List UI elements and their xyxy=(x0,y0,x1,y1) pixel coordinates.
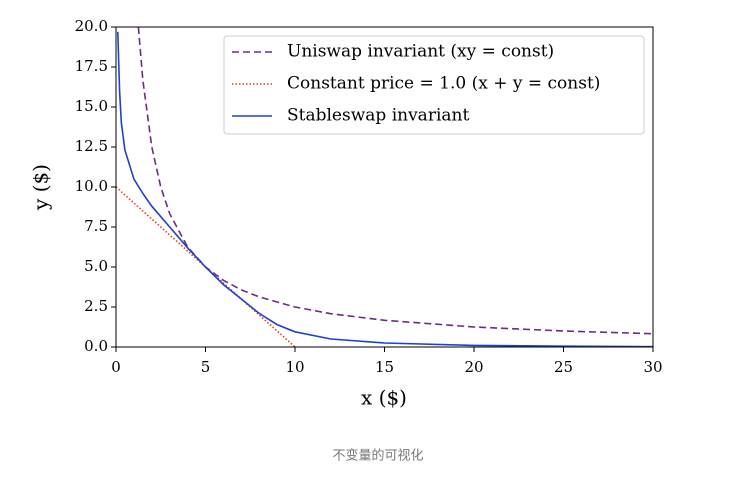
y-tick-label: 12.5 xyxy=(75,137,108,155)
y-axis-label: y ($) xyxy=(29,164,53,211)
legend-label: Uniswap invariant (xy = const) xyxy=(287,42,554,62)
x-tick-label: 25 xyxy=(554,358,573,376)
y-tick-label: 2.5 xyxy=(84,297,108,315)
y-tick-label: 17.5 xyxy=(75,57,108,75)
x-tick-label: 5 xyxy=(201,358,211,376)
x-tick-label: 10 xyxy=(285,358,304,376)
x-tick-label: 0 xyxy=(111,358,121,376)
y-tick-label: 10.0 xyxy=(75,177,108,195)
x-tick-label: 30 xyxy=(643,358,662,376)
caption: 不变量的可视化 xyxy=(332,448,423,464)
y-tick-label: 7.5 xyxy=(84,217,108,235)
y-tick-label: 20.0 xyxy=(75,17,108,35)
x-tick-label: 20 xyxy=(464,358,483,376)
y-tick-label: 15.0 xyxy=(75,97,108,115)
line-series xyxy=(137,27,653,335)
plot-frame xyxy=(115,26,654,348)
x-axis-label: x ($) xyxy=(361,386,407,410)
legend-label: Constant price = 1.0 (x + y = const) xyxy=(287,74,600,94)
legend-label: Stableswap invariant xyxy=(287,106,469,126)
legend-box xyxy=(223,35,645,135)
y-tick-label: 5.0 xyxy=(84,257,108,275)
y-tick-label: 0.0 xyxy=(84,337,108,355)
x-tick-label: 15 xyxy=(375,358,394,376)
line-series xyxy=(116,31,653,347)
